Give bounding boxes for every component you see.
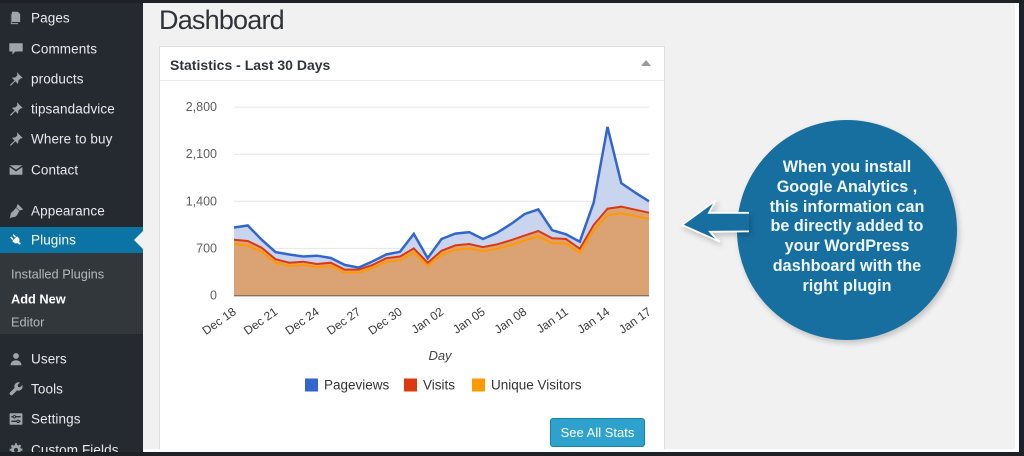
svg-text:Jan 02: Jan 02 xyxy=(409,304,447,336)
svg-text:Pageviews: Pageviews xyxy=(324,378,390,393)
svg-text:Jan 17: Jan 17 xyxy=(616,304,654,336)
svg-text:Day: Day xyxy=(428,348,453,363)
svg-text:Jan 14: Jan 14 xyxy=(575,304,613,336)
svg-text:Dec 24: Dec 24 xyxy=(283,304,322,337)
svg-text:1,400: 1,400 xyxy=(186,194,217,208)
svg-text:Dec 18: Dec 18 xyxy=(200,304,239,337)
svg-text:Unique Visitors: Unique Visitors xyxy=(491,378,582,393)
svg-text:Dec 27: Dec 27 xyxy=(324,304,363,337)
svg-text:700: 700 xyxy=(196,241,217,255)
svg-text:2,800: 2,800 xyxy=(186,100,217,114)
svg-text:2,100: 2,100 xyxy=(186,147,217,161)
svg-text:Jan 05: Jan 05 xyxy=(450,304,488,336)
svg-text:Visits: Visits xyxy=(423,378,455,393)
svg-text:Dec 21: Dec 21 xyxy=(241,304,280,337)
svg-text:Jan 11: Jan 11 xyxy=(534,304,571,336)
svg-text:Dec 30: Dec 30 xyxy=(366,304,405,337)
svg-text:0: 0 xyxy=(210,289,217,303)
svg-text:Jan 08: Jan 08 xyxy=(492,304,530,336)
